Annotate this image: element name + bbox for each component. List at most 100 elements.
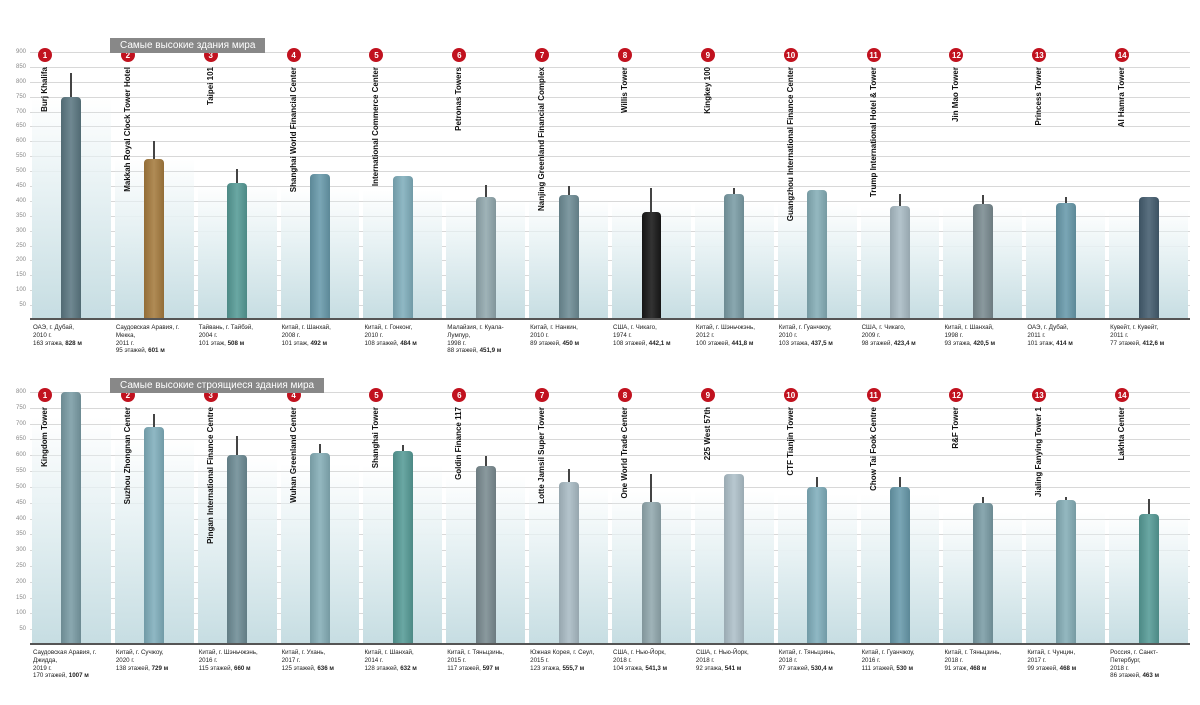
- building-name: Lakhta Center: [1117, 407, 1126, 460]
- building-name: Willis Tower: [620, 67, 629, 113]
- y-axis-tick: 500: [4, 168, 26, 174]
- caption-year: 2018 г.: [779, 657, 856, 665]
- caption-location: Китай, г. Тяньцзинь,: [944, 649, 1021, 657]
- caption-floors: 98 этажей,: [862, 340, 894, 347]
- rank-badge: 10: [784, 388, 798, 402]
- tower-body: [144, 159, 164, 318]
- caption-floors: 111 этажей,: [862, 665, 897, 672]
- y-axis-tick: 350: [4, 213, 26, 219]
- caption-location: ОАЭ, г. Дубай,: [1027, 324, 1104, 332]
- tower: [473, 185, 498, 320]
- caption-stats: 97 этажей, 530,4 м: [779, 665, 856, 673]
- caption-stats: 95 этажей, 601 м: [116, 347, 193, 355]
- y-axis-tick: 300: [4, 547, 26, 553]
- caption-location: Южная Корея, г. Сеул,: [530, 649, 607, 657]
- caption-height: 541 м: [725, 665, 742, 672]
- tower-spire: [153, 414, 155, 427]
- caption-year: 2015 г.: [530, 657, 607, 665]
- rank-badge: 1: [38, 48, 52, 62]
- tower-body: [476, 466, 496, 643]
- caption-height: 492 м: [310, 340, 327, 347]
- tower-spire: [485, 456, 487, 465]
- caption-location: Китай, г. Сучжоу,: [116, 649, 193, 657]
- tower: [390, 176, 415, 320]
- rank-badge: 6: [452, 388, 466, 402]
- building-name: Goldin Finance 117: [454, 407, 463, 480]
- building-caption: США, г. Чикаго,2009 г.98 этажей, 423,4 м: [859, 322, 942, 380]
- building-slot: 13Princess Tower: [1024, 52, 1107, 320]
- y-axis-tick: 250: [4, 563, 26, 569]
- caption-location: Китай, г. Гонконг,: [364, 324, 441, 332]
- tower-spire: [1065, 197, 1067, 203]
- caption-height: 530 м: [896, 665, 913, 672]
- caption-row-top: ОАЭ, г. Дубай,2010 г.163 этажа, 828 мСау…: [30, 322, 1190, 380]
- caption-row-bottom: Саудовская Аравия, г. Джидда,2019 г.170 …: [30, 647, 1190, 705]
- rank-badge: 13: [1032, 48, 1046, 62]
- y-axis-tick: 900: [4, 49, 26, 55]
- rank-badge: 5: [369, 388, 383, 402]
- caption-location: ОАЭ, г. Дубай,: [33, 324, 110, 332]
- building-slot: 14Al Hamra Tower: [1107, 52, 1190, 320]
- building-name: Wuhan Greenland Center: [289, 407, 298, 503]
- tower-body: [1056, 203, 1076, 318]
- building-slot: 6Petronas Towers: [444, 52, 527, 320]
- caption-year: 1974 г.: [613, 332, 690, 340]
- caption-floors: 101 этаж,: [1027, 340, 1056, 347]
- tower-spire: [568, 186, 570, 195]
- tower: [59, 392, 84, 645]
- building-name: Kingdom Tower: [40, 407, 49, 467]
- tower-spire: [236, 169, 238, 184]
- caption-stats: 117 этажей, 597 м: [447, 665, 524, 673]
- tower: [225, 169, 250, 320]
- baseline: [30, 318, 1190, 320]
- tower-body: [1056, 500, 1076, 643]
- tower-body: [1139, 197, 1159, 318]
- caption-location: Китай, г. Шанхай,: [282, 324, 359, 332]
- tower-body: [61, 392, 81, 643]
- caption-stats: 163 этажа, 828 м: [33, 340, 110, 348]
- building-name: Al Hamra Tower: [1117, 67, 1126, 127]
- building-slot: 12Jin Mao Tower: [941, 52, 1024, 320]
- caption-stats: 128 этажей, 632 м: [364, 665, 441, 673]
- caption-height: 484 м: [400, 340, 417, 347]
- caption-height: 632 м: [400, 665, 417, 672]
- rank-badge: 14: [1115, 388, 1129, 402]
- caption-floors: 101 этаж,: [282, 340, 311, 347]
- caption-floors: 93 этажа,: [944, 340, 973, 347]
- caption-floors: 117 этажей,: [447, 665, 482, 672]
- building-caption: Китай, г. Шанхай,2014 г.128 этажей, 632 …: [361, 647, 444, 705]
- tower: [639, 188, 664, 320]
- y-axis-tick: 700: [4, 421, 26, 427]
- tower-body: [890, 206, 910, 318]
- tower-spire: [650, 474, 652, 502]
- caption-height: 412,6 м: [1142, 340, 1164, 347]
- caption-location: Китай, г. Ухань,: [282, 649, 359, 657]
- caption-location: Китай, г. Шанхай,: [364, 649, 441, 657]
- caption-floors: 86 этажей,: [1110, 672, 1142, 679]
- y-axis-tick: 450: [4, 500, 26, 506]
- building-slot: 9225 West 57th: [693, 392, 776, 645]
- tower-spire: [70, 73, 72, 97]
- caption-floors: 97 этажей,: [779, 665, 811, 672]
- caption-year: 2010 г.: [779, 332, 856, 340]
- building-caption: Россия, г. Санкт-Петербург,2018 г.86 эта…: [1107, 647, 1190, 705]
- building-caption: Китай, г. Тяньцзинь,2018 г.91 этаж, 468 …: [941, 647, 1024, 705]
- tower-body: [476, 197, 496, 318]
- building-caption: США, г. Чикаго,1974 г.108 этажей, 442,1 …: [610, 322, 693, 380]
- rank-badge: 12: [949, 388, 963, 402]
- tower-body: [973, 503, 993, 643]
- baseline: [30, 643, 1190, 645]
- caption-year: 2011 г.: [1027, 332, 1104, 340]
- y-axis-tick: 450: [4, 183, 26, 189]
- tower-body: [724, 194, 744, 318]
- building-slot: 1Kingdom Tower: [30, 392, 113, 645]
- caption-stats: 86 этажей, 463 м: [1110, 672, 1187, 680]
- caption-floors: 103 этажа,: [779, 340, 811, 347]
- building-caption: ОАЭ, г. Дубай,2010 г.163 этажа, 828 м: [30, 322, 113, 380]
- caption-floors: 138 этажей,: [116, 665, 152, 672]
- building-name: 225 West 57th: [703, 407, 712, 460]
- caption-floors: 123 этажа,: [530, 665, 562, 672]
- rank-badge: 4: [287, 48, 301, 62]
- caption-stats: 115 этажей, 660 м: [199, 665, 276, 673]
- caption-floors: 100 этажей,: [696, 340, 732, 347]
